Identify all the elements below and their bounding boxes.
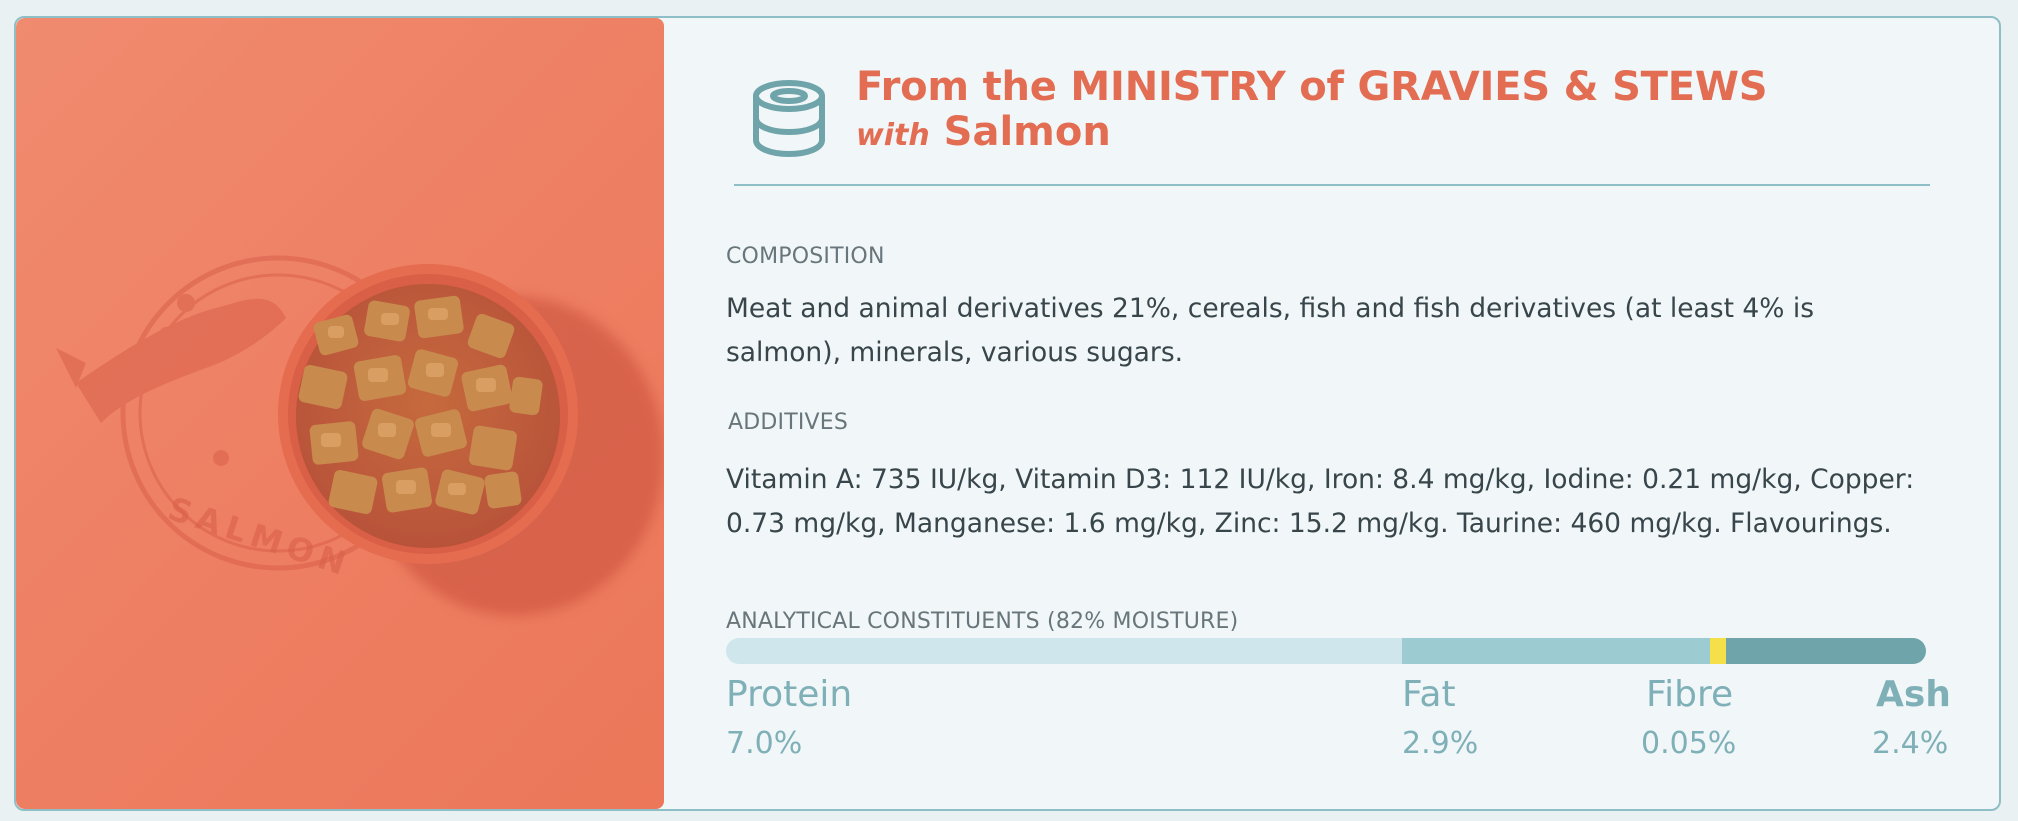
with-word: with	[856, 118, 930, 153]
flavour-name: Salmon	[943, 109, 1111, 155]
protein-name: Protein	[726, 674, 853, 715]
ash-value: 2.4%	[1872, 726, 1949, 761]
can-icon	[753, 80, 825, 157]
composition-text: Meat and animal derivatives 21%, cereals…	[726, 293, 1815, 368]
composition-label: COMPOSITION	[726, 244, 885, 269]
ash-segment	[1726, 638, 1926, 664]
product-title: From the MINISTRY of GRAVIES & STEWS wit…	[856, 62, 1768, 158]
protein-value: 7.0%	[726, 726, 803, 761]
divider	[734, 184, 1930, 186]
additives-text: Vitamin A: 735 IU/kg, Vitamin D3: 112 IU…	[726, 464, 1915, 539]
analytical-label: ANALYTICAL CONSTITUENTS (82% MOISTURE)	[726, 609, 1239, 634]
protein-segment	[726, 638, 1402, 664]
ash-name: Ash	[1876, 674, 1951, 715]
title-line-2: with Salmon	[856, 110, 1767, 158]
salmon-bowl-illustration: SALMON	[56, 255, 664, 616]
fat-segment	[1402, 638, 1710, 664]
product-card: SALMON	[14, 16, 2001, 811]
constituents-bar	[726, 638, 1926, 664]
fibre-name: Fibre	[1646, 674, 1734, 715]
fibre-segment	[1710, 638, 1726, 664]
product-image: SALMON	[16, 18, 664, 809]
fat-name: Fat	[1402, 674, 1456, 715]
title-line-1: From the MINISTRY of GRAVIES & STEWS	[856, 64, 1768, 110]
product-details: From the MINISTRY of GRAVIES & STEWS wit…	[664, 18, 1999, 809]
fibre-value: 0.05%	[1641, 726, 1737, 761]
additives-label: ADDITIVES	[728, 410, 849, 435]
fat-value: 2.9%	[1402, 726, 1479, 761]
